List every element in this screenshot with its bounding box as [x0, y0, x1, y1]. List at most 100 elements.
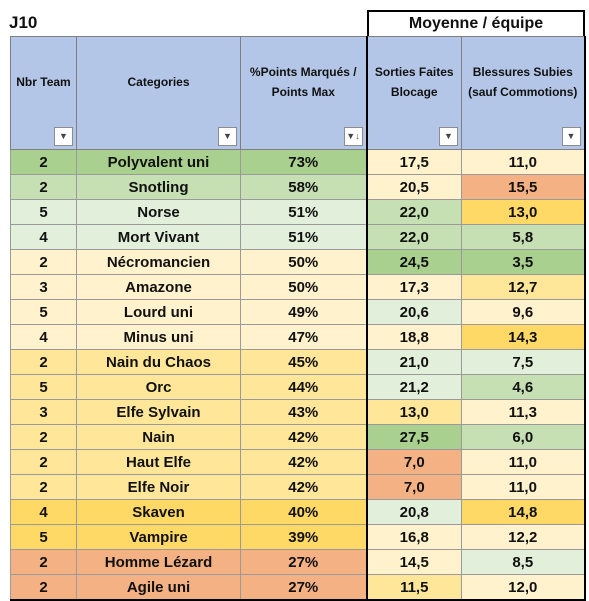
cell-blessures-subies[interactable]: 4,6 — [461, 374, 586, 400]
cell-blessures-subies[interactable]: 12,0 — [461, 574, 586, 601]
cell-nbr-team[interactable]: 2 — [10, 149, 77, 175]
cell-category[interactable]: Mort Vivant — [76, 224, 241, 250]
cell-nbr-team[interactable]: 2 — [10, 249, 77, 275]
cell-sorties-blocage[interactable]: 22,0 — [365, 199, 462, 225]
cell-category[interactable]: Elfe Noir — [76, 474, 241, 500]
cell-category[interactable]: Lourd uni — [76, 299, 241, 325]
cell-sorties-blocage[interactable]: 21,0 — [365, 349, 462, 375]
table-row: 5 Orc 44% 21,2 4,6 — [10, 374, 586, 400]
cell-category[interactable]: Nain du Chaos — [76, 349, 241, 375]
filter-dropdown-icon[interactable]: ▼ — [561, 127, 581, 146]
cell-category[interactable]: Haut Elfe — [76, 449, 241, 475]
cell-blessures-subies[interactable]: 6,0 — [461, 424, 586, 450]
cell-nbr-team[interactable]: 5 — [10, 199, 77, 225]
table-row: 4 Skaven 40% 20,8 14,8 — [10, 499, 586, 525]
cell-sorties-blocage[interactable]: 17,3 — [365, 274, 462, 300]
cell-category[interactable]: Amazone — [76, 274, 241, 300]
cell-sorties-blocage[interactable]: 20,8 — [365, 499, 462, 525]
cell-category[interactable]: Skaven — [76, 499, 241, 525]
cell-category[interactable]: Snotling — [76, 174, 241, 200]
cell-category[interactable]: Homme Lézard — [76, 549, 241, 575]
cell-points-ratio[interactable]: 49% — [240, 299, 367, 325]
cell-sorties-blocage[interactable]: 20,5 — [365, 174, 462, 200]
cell-nbr-team[interactable]: 2 — [10, 474, 77, 500]
cell-blessures-subies[interactable]: 11,0 — [461, 449, 586, 475]
cell-points-ratio[interactable]: 42% — [240, 449, 367, 475]
cell-blessures-subies[interactable]: 12,2 — [461, 524, 586, 550]
cell-nbr-team[interactable]: 4 — [10, 324, 77, 350]
cell-blessures-subies[interactable]: 9,6 — [461, 299, 586, 325]
cell-points-ratio[interactable]: 43% — [240, 399, 367, 425]
cell-sorties-blocage[interactable]: 14,5 — [365, 549, 462, 575]
cell-nbr-team[interactable]: 5 — [10, 524, 77, 550]
cell-points-ratio[interactable]: 44% — [240, 374, 367, 400]
cell-sorties-blocage[interactable]: 21,2 — [365, 374, 462, 400]
cell-sorties-blocage[interactable]: 7,0 — [365, 449, 462, 475]
cell-sorties-blocage[interactable]: 17,5 — [365, 149, 462, 175]
cell-sorties-blocage[interactable]: 22,0 — [365, 224, 462, 250]
cell-blessures-subies[interactable]: 5,8 — [461, 224, 586, 250]
cell-sorties-blocage[interactable]: 20,6 — [365, 299, 462, 325]
filter-dropdown-icon[interactable]: ▼ — [218, 127, 237, 146]
cell-nbr-team[interactable]: 2 — [10, 449, 77, 475]
cell-nbr-team[interactable]: 2 — [10, 574, 77, 601]
cell-nbr-team[interactable]: 5 — [10, 374, 77, 400]
cell-points-ratio[interactable]: 50% — [240, 249, 367, 275]
cell-blessures-subies[interactable]: 12,7 — [461, 274, 586, 300]
cell-blessures-subies[interactable]: 15,5 — [461, 174, 586, 200]
cell-points-ratio[interactable]: 42% — [240, 424, 367, 450]
cell-category[interactable]: Nécromancien — [76, 249, 241, 275]
cell-points-ratio[interactable]: 40% — [240, 499, 367, 525]
cell-points-ratio[interactable]: 42% — [240, 474, 367, 500]
cell-blessures-subies[interactable]: 7,5 — [461, 349, 586, 375]
cell-category[interactable]: Polyvalent uni — [76, 149, 241, 175]
cell-nbr-team[interactable]: 2 — [10, 174, 77, 200]
cell-category[interactable]: Minus uni — [76, 324, 241, 350]
cell-points-ratio[interactable]: 27% — [240, 549, 367, 575]
cell-blessures-subies[interactable]: 8,5 — [461, 549, 586, 575]
cell-nbr-team[interactable]: 2 — [10, 424, 77, 450]
filter-dropdown-icon[interactable]: ▼ — [54, 127, 73, 146]
cell-points-ratio[interactable]: 45% — [240, 349, 367, 375]
cell-sorties-blocage[interactable]: 27,5 — [365, 424, 462, 450]
cell-points-ratio[interactable]: 39% — [240, 524, 367, 550]
sort-descending-filter-icon[interactable]: ▼↓ — [343, 127, 363, 146]
cell-points-ratio[interactable]: 58% — [240, 174, 367, 200]
cell-blessures-subies[interactable]: 13,0 — [461, 199, 586, 225]
cell-nbr-team[interactable]: 3 — [10, 274, 77, 300]
cell-sorties-blocage[interactable]: 11,5 — [365, 574, 462, 601]
cell-nbr-team[interactable]: 4 — [10, 224, 77, 250]
cell-blessures-subies[interactable]: 3,5 — [461, 249, 586, 275]
cell-category[interactable]: Agile uni — [76, 574, 241, 601]
cell-sorties-blocage[interactable]: 18,8 — [365, 324, 462, 350]
column-header-label: %Points Marqués / Points Max — [249, 65, 357, 99]
cell-sorties-blocage[interactable]: 16,8 — [365, 524, 462, 550]
cell-points-ratio[interactable]: 27% — [240, 574, 367, 601]
table-row: 2 Nain du Chaos 45% 21,0 7,5 — [10, 349, 586, 375]
filter-dropdown-icon[interactable]: ▼ — [439, 127, 458, 146]
column-header-points-ratio: %Points Marqués / Points Max ▼↓ — [240, 36, 367, 150]
cell-blessures-subies[interactable]: 11,3 — [461, 399, 586, 425]
cell-sorties-blocage[interactable]: 24,5 — [365, 249, 462, 275]
cell-blessures-subies[interactable]: 14,3 — [461, 324, 586, 350]
cell-category[interactable]: Vampire — [76, 524, 241, 550]
cell-nbr-team[interactable]: 5 — [10, 299, 77, 325]
cell-category[interactable]: Norse — [76, 199, 241, 225]
cell-nbr-team[interactable]: 4 — [10, 499, 77, 525]
cell-nbr-team[interactable]: 3 — [10, 399, 77, 425]
cell-sorties-blocage[interactable]: 7,0 — [365, 474, 462, 500]
cell-points-ratio[interactable]: 47% — [240, 324, 367, 350]
cell-category[interactable]: Elfe Sylvain — [76, 399, 241, 425]
cell-points-ratio[interactable]: 51% — [240, 199, 367, 225]
cell-nbr-team[interactable]: 2 — [10, 349, 77, 375]
cell-blessures-subies[interactable]: 11,0 — [461, 474, 586, 500]
cell-blessures-subies[interactable]: 11,0 — [461, 149, 586, 175]
cell-nbr-team[interactable]: 2 — [10, 549, 77, 575]
cell-sorties-blocage[interactable]: 13,0 — [365, 399, 462, 425]
cell-category[interactable]: Nain — [76, 424, 241, 450]
cell-blessures-subies[interactable]: 14,8 — [461, 499, 586, 525]
cell-category[interactable]: Orc — [76, 374, 241, 400]
cell-points-ratio[interactable]: 50% — [240, 274, 367, 300]
cell-points-ratio[interactable]: 51% — [240, 224, 367, 250]
cell-points-ratio[interactable]: 73% — [240, 149, 367, 175]
